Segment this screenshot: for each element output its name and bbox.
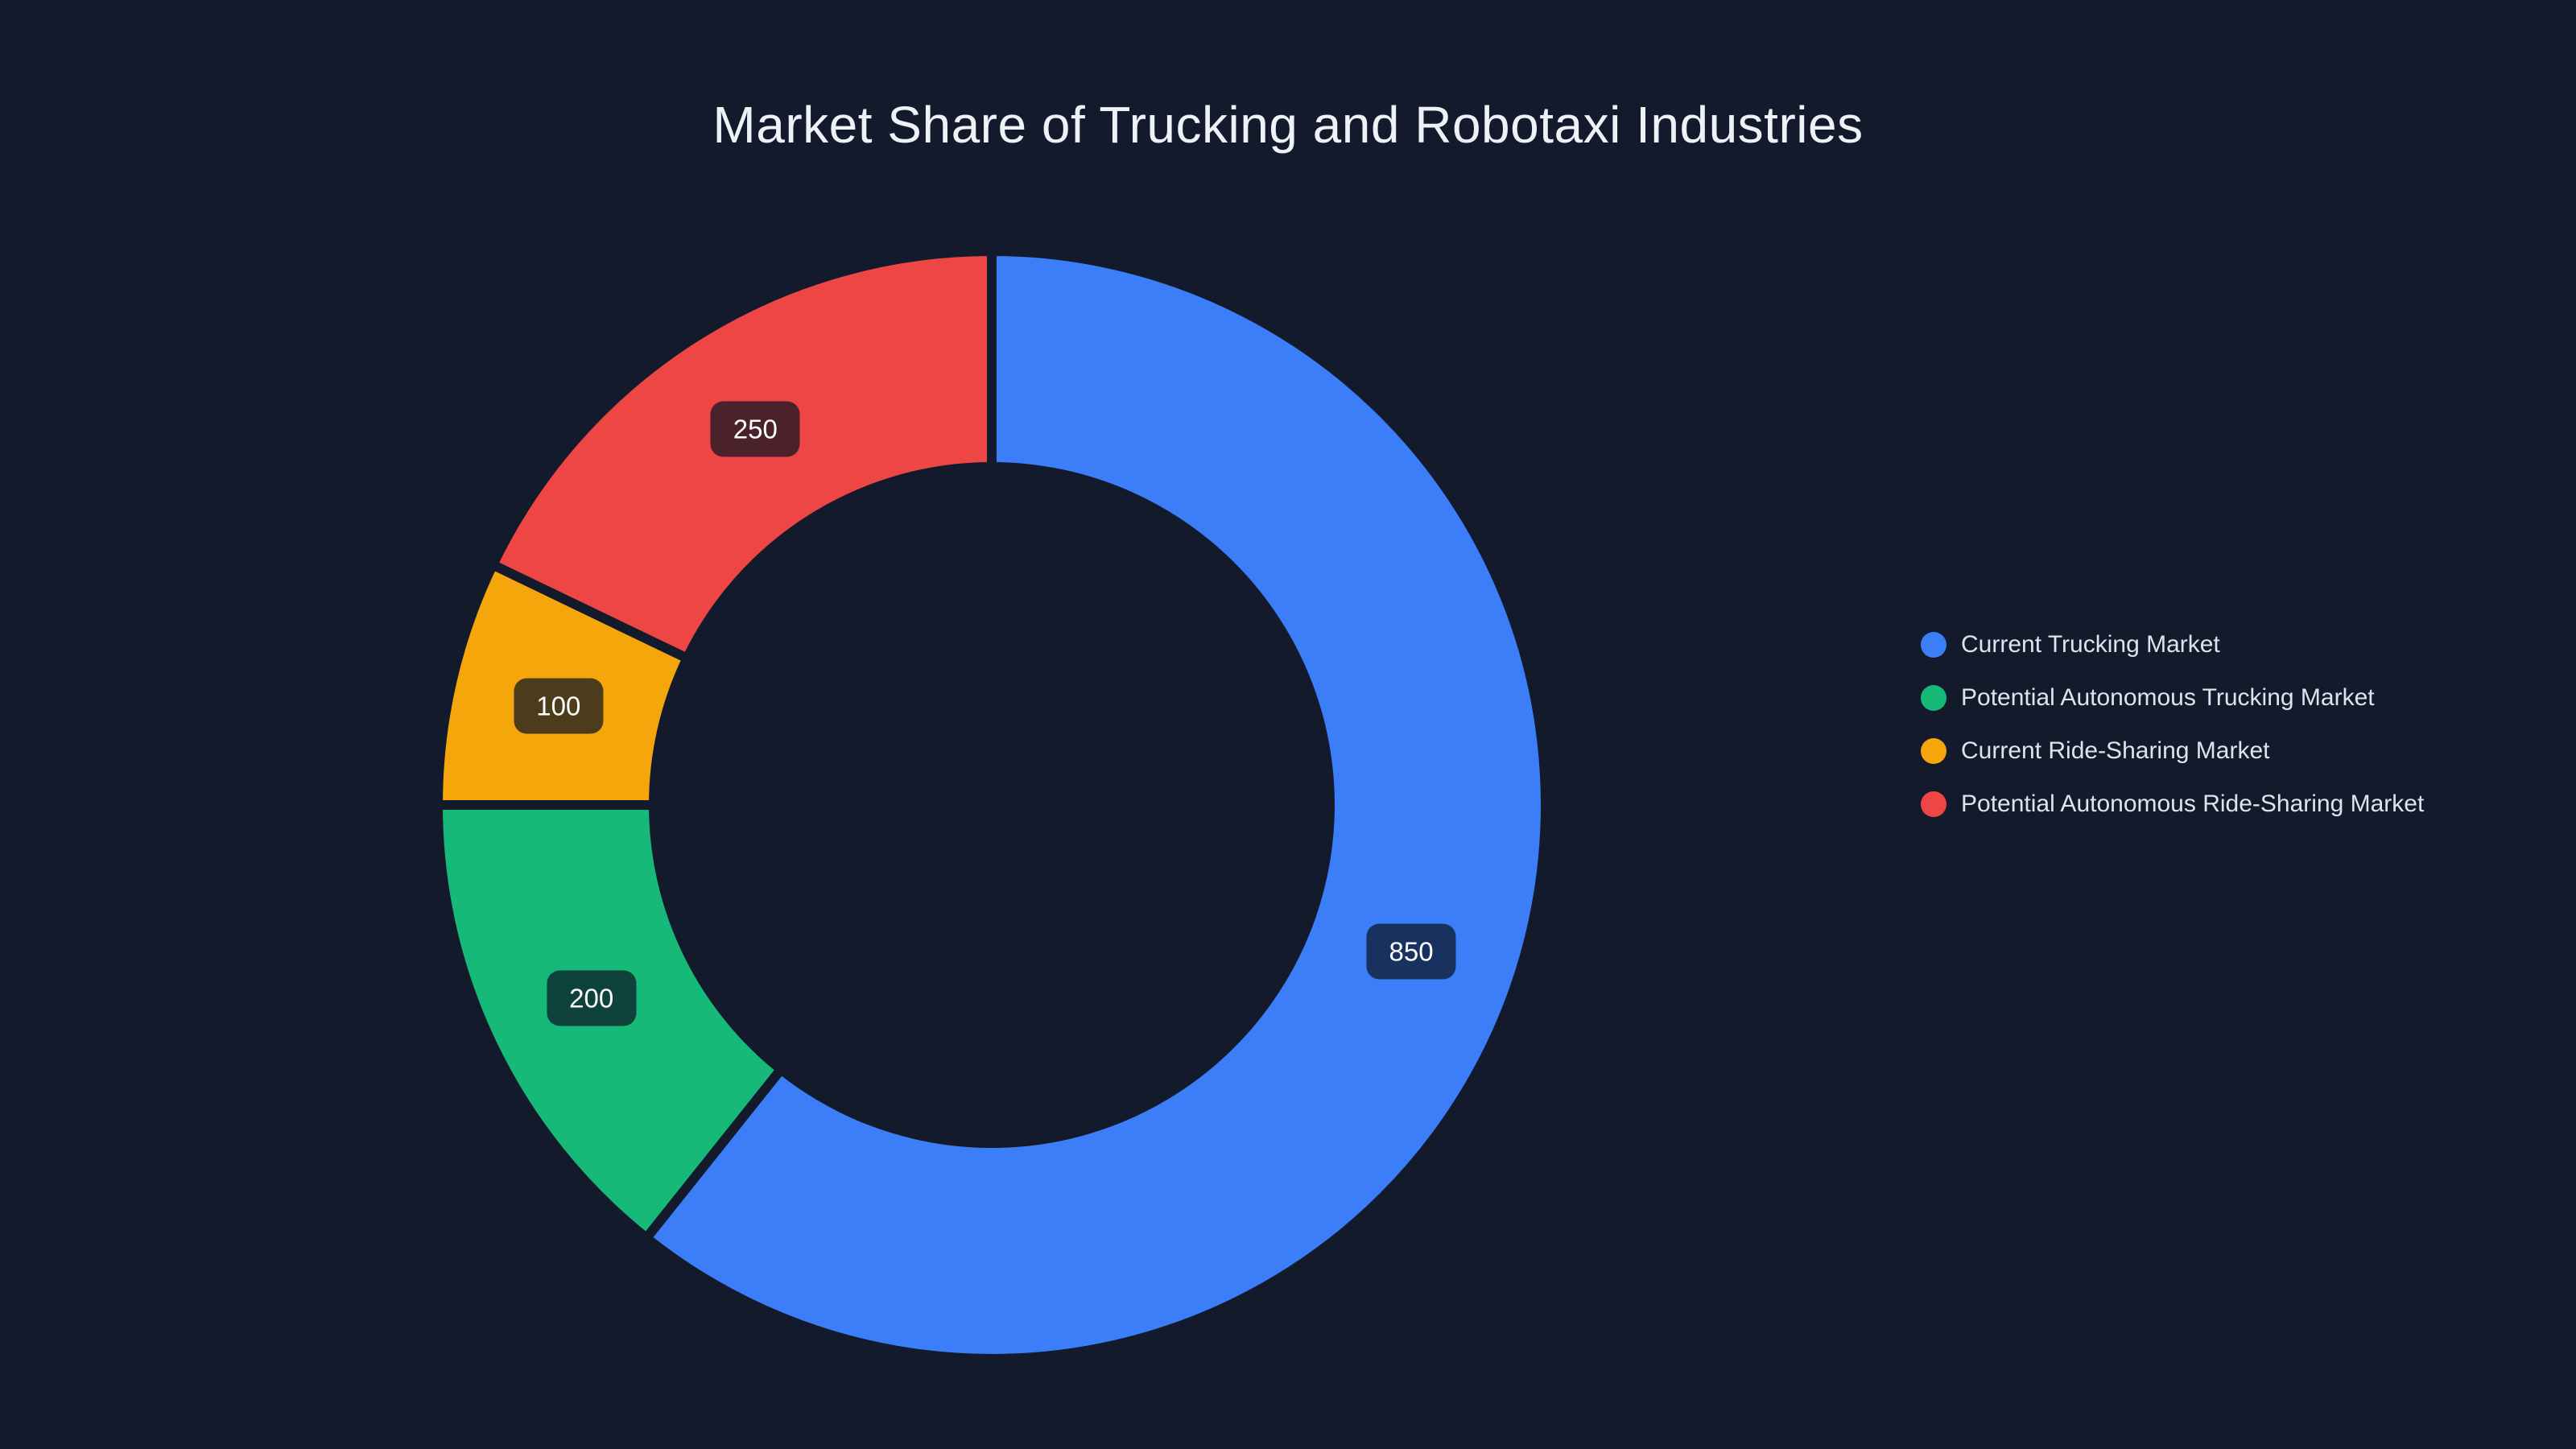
legend-item-label: Current Trucking Market: [1961, 631, 2220, 658]
segment-value-label-3: 250: [710, 401, 800, 457]
legend-dot-icon: [1921, 632, 1946, 658]
legend-item-label: Current Ride-Sharing Market: [1961, 737, 2270, 764]
legend-dot-icon: [1921, 738, 1946, 764]
segment-value-label-2: 100: [514, 678, 604, 734]
legend-item-label: Potential Autonomous Ride-Sharing Market: [1961, 791, 2425, 817]
segment-value-label-1: 200: [547, 970, 637, 1026]
legend-item-1[interactable]: Potential Autonomous Trucking Market: [1921, 684, 2424, 712]
legend-dot-icon: [1921, 791, 1946, 817]
legend-item-2[interactable]: Current Ride-Sharing Market: [1921, 737, 2424, 765]
legend: Current Trucking Market Potential Autonom…: [1921, 631, 2424, 818]
chart-title: Market Share of Trucking and Robotaxi In…: [712, 96, 1864, 154]
legend-dot-icon: [1921, 685, 1946, 711]
legend-item-3[interactable]: Potential Autonomous Ride-Sharing Market: [1921, 791, 2424, 818]
donut-segment-0[interactable]: [642, 246, 1550, 1364]
legend-item-label: Potential Autonomous Trucking Market: [1961, 684, 2375, 711]
legend-item-0[interactable]: Current Trucking Market: [1921, 631, 2424, 658]
segment-value-label-0: 850: [1366, 923, 1456, 980]
